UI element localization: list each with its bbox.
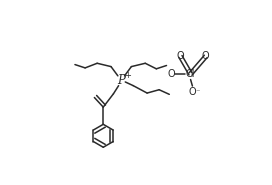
Text: +: +: [124, 71, 131, 80]
Text: O: O: [202, 51, 209, 61]
Text: P: P: [117, 74, 125, 87]
Text: ⁻: ⁻: [196, 87, 200, 96]
Text: O: O: [188, 87, 196, 97]
Text: O: O: [167, 69, 175, 79]
Text: O: O: [177, 51, 184, 61]
Text: Cl: Cl: [186, 69, 195, 79]
